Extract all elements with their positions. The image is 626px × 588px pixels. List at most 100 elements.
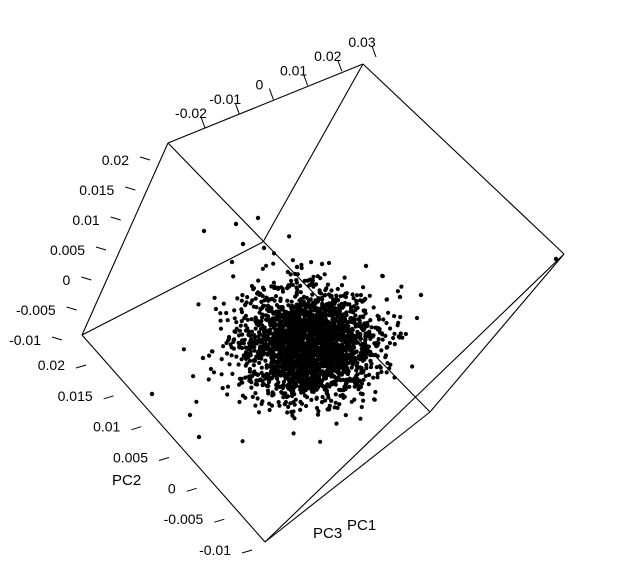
data-point (293, 375, 298, 380)
outlier-point (233, 221, 239, 227)
data-point (221, 344, 226, 349)
data-point (381, 317, 386, 322)
data-point (309, 367, 314, 372)
data-point (361, 398, 366, 403)
data-point (278, 331, 283, 336)
top-axis-tick-mark (200, 116, 206, 129)
data-point (239, 298, 244, 303)
data-point (304, 295, 309, 300)
data-point (283, 391, 288, 396)
data-point (240, 380, 245, 385)
data-point (316, 409, 321, 414)
outlier-point (187, 412, 193, 418)
data-point (249, 317, 254, 322)
data-point (268, 327, 273, 332)
data-point (293, 364, 298, 369)
data-point (245, 326, 250, 331)
data-point (253, 403, 258, 408)
data-point (357, 318, 362, 323)
data-point (326, 260, 332, 266)
data-point (362, 357, 367, 362)
data-point (260, 340, 265, 345)
data-point (281, 341, 287, 346)
data-point (325, 282, 331, 287)
data-point (328, 342, 333, 347)
top-axis-tick-mark (234, 102, 240, 114)
box-edge-bottom (264, 253, 565, 543)
data-point (343, 291, 348, 296)
data-point (371, 333, 376, 338)
data-point (256, 410, 262, 415)
data-point (332, 374, 337, 379)
outlier-point (397, 294, 403, 300)
data-point (380, 274, 385, 279)
data-point (269, 341, 274, 346)
data-point (278, 353, 283, 358)
data-point (295, 338, 300, 343)
data-point (258, 353, 263, 358)
data-point (308, 307, 313, 312)
left-axis-tick-mark (81, 276, 92, 281)
data-point (207, 353, 212, 358)
data-point (343, 318, 348, 323)
data-point (292, 402, 297, 407)
data-point (392, 331, 397, 336)
data-point (410, 364, 415, 369)
data-point (293, 351, 298, 357)
data-point (321, 348, 326, 353)
data-point (341, 387, 346, 393)
data-point (268, 297, 273, 302)
data-point (285, 394, 291, 399)
data-point (322, 293, 327, 298)
data-point (256, 338, 261, 343)
data-point (311, 377, 316, 382)
data-point (295, 287, 300, 292)
data-point (220, 386, 225, 391)
data-point (303, 332, 308, 337)
data-point (336, 364, 341, 369)
data-point (310, 292, 315, 297)
data-point (339, 316, 344, 321)
data-point (330, 382, 335, 387)
data-point (287, 234, 292, 239)
data-point (310, 313, 315, 318)
left-axis-tick-mark (51, 336, 63, 341)
data-point (249, 329, 255, 334)
data-point (327, 403, 332, 408)
outlier-point (418, 292, 424, 298)
data-point (243, 313, 248, 318)
data-point (396, 320, 401, 325)
data-point (283, 400, 288, 405)
data-point (317, 333, 322, 339)
data-point (392, 375, 397, 380)
data-point (291, 386, 296, 391)
data-point (236, 362, 241, 367)
data-point (226, 338, 231, 343)
data-point (290, 328, 295, 333)
data-point (271, 251, 277, 256)
data-point (348, 353, 353, 358)
data-point (288, 340, 293, 346)
data-point (353, 321, 358, 326)
data-point (248, 301, 253, 306)
data-point (359, 368, 364, 373)
data-point (309, 356, 315, 361)
data-point (229, 353, 234, 358)
data-point (384, 297, 390, 302)
data-point (311, 274, 316, 279)
data-point (286, 335, 291, 340)
data-point (332, 351, 337, 356)
data-point (281, 382, 286, 387)
data-point (298, 283, 303, 288)
data-point (345, 334, 350, 339)
data-point (361, 327, 366, 332)
data-point (308, 381, 313, 386)
data-point (354, 363, 359, 368)
box-edge-inner-3 (262, 63, 364, 243)
data-point (349, 399, 354, 404)
top-axis-tick-label: 0.02 (314, 48, 341, 64)
top-axis-ticks: -0.02-0.01 0 0.01 0.02 0.03 (175, 34, 377, 129)
data-point (373, 389, 378, 395)
data-point (355, 376, 360, 382)
data-point (257, 360, 262, 365)
